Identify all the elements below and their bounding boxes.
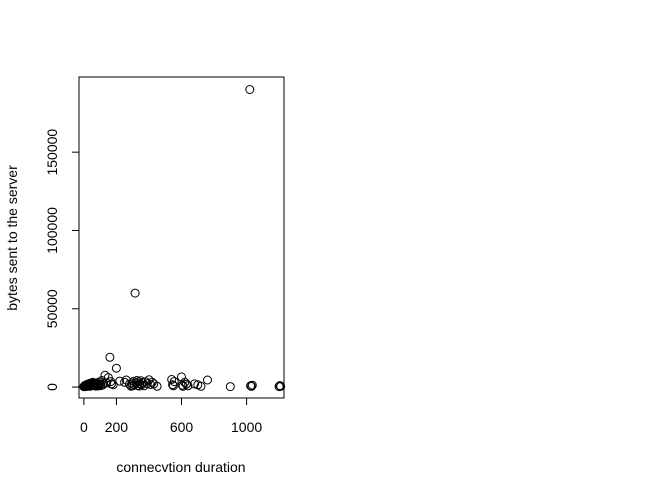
- data-point: [168, 381, 178, 391]
- x-tick-label: 200: [105, 419, 129, 435]
- data-point: [183, 381, 193, 391]
- data-point: [276, 381, 286, 391]
- data-point: [169, 377, 179, 387]
- data-point: [98, 380, 108, 390]
- data-point: [247, 381, 256, 391]
- x-axis-label: connecvtion duration: [116, 459, 245, 475]
- data-point: [167, 375, 177, 384]
- data-point: [115, 376, 125, 386]
- y-tick-label: 50000: [44, 289, 60, 328]
- data-point: [107, 379, 116, 389]
- x-tick-label: 1000: [231, 419, 262, 435]
- data-point: [111, 363, 121, 373]
- data-point: [177, 380, 187, 390]
- data-point: [245, 85, 255, 94]
- data-points: [79, 85, 286, 392]
- y-axis: 0 50000 100000 150000: [44, 129, 80, 391]
- plot-frame: [78, 76, 285, 399]
- y-tick-label: 0: [44, 383, 60, 391]
- data-point: [146, 380, 156, 389]
- data-point: [225, 382, 235, 392]
- data-point: [120, 377, 130, 387]
- y-tick-label: 100000: [44, 207, 60, 254]
- y-axis-label: bytes sent to the server: [4, 165, 20, 311]
- x-tick-label: 600: [170, 419, 194, 435]
- data-point: [203, 375, 212, 385]
- data-point: [152, 381, 162, 391]
- x-axis: 0 200 600 1000: [80, 397, 262, 435]
- data-point: [190, 379, 199, 389]
- x-tick-label: 0: [80, 419, 88, 435]
- y-tick-label: 150000: [44, 129, 60, 176]
- data-point: [247, 380, 257, 390]
- data-point: [102, 378, 112, 388]
- data-point: [275, 381, 285, 391]
- data-point: [105, 352, 115, 362]
- data-point: [196, 381, 206, 391]
- data-point: [130, 288, 140, 298]
